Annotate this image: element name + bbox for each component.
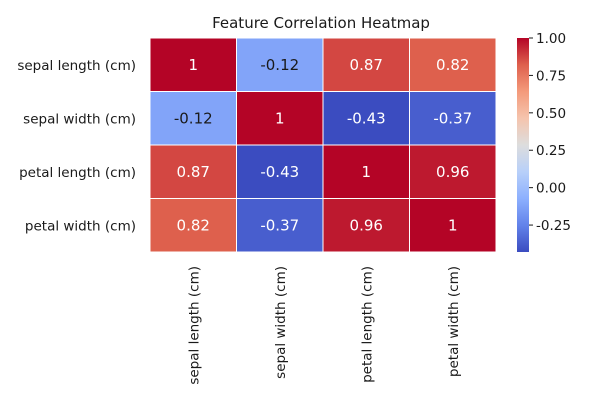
- heatmap-cell: [409, 91, 497, 146]
- heatmap-cell: [409, 198, 497, 253]
- heatmap-cell: [149, 198, 237, 253]
- y-axis-tick-labels: sepal length (cm) sepal width (cm) petal l…: [17, 58, 136, 235]
- cell-value-label: -0.12: [174, 109, 213, 127]
- colorbar-tick-label: 1.00: [536, 31, 566, 47]
- y-tick-label: petal length (cm): [19, 165, 136, 181]
- x-tick-label: sepal length (cm): [186, 266, 202, 385]
- cell-value-label: 0.96: [350, 216, 383, 234]
- cell-value-label: -0.12: [260, 56, 299, 74]
- x-tick-label: sepal width (cm): [273, 266, 289, 379]
- heatmap-cell: [409, 37, 497, 92]
- colorbar-tick-label: 0.25: [536, 143, 566, 159]
- heatmap-cells: 1 -0.12 0.87 0.82 -0.12 1 -0.43 -0.37 0.87 -0.43 1…: [149, 37, 497, 253]
- colorbar: 1.00 0.75 0.50 0.25 0.00 -0.25: [517, 31, 571, 252]
- y-tick-label: sepal width (cm): [23, 111, 136, 127]
- x-tick-label: petal length (cm): [359, 266, 375, 383]
- colorbar-gradient: [517, 38, 529, 252]
- cell-value-label: 0.82: [436, 56, 469, 74]
- cell-value-label: -0.37: [433, 109, 472, 127]
- heatmap-cell: [149, 37, 237, 92]
- y-tick-label: sepal length (cm): [17, 58, 136, 74]
- heatmap-cell: [236, 91, 324, 146]
- heatmap-cell: [236, 37, 324, 92]
- heatmap-cell: [236, 198, 324, 253]
- heatmap-cell: [236, 144, 324, 199]
- cell-value-label: 0.82: [177, 216, 210, 234]
- cell-value-label: -0.43: [347, 109, 386, 127]
- y-tick-label: petal width (cm): [25, 218, 136, 234]
- cell-value-label: 1: [188, 56, 198, 74]
- cell-value-label: 1: [448, 216, 458, 234]
- cell-value-label: 0.87: [177, 163, 210, 181]
- cell-value-label: 0.87: [350, 56, 383, 74]
- heatmap-cell: [322, 37, 410, 92]
- cell-value-label: -0.43: [260, 163, 299, 181]
- chart-title: Feature Correlation Heatmap: [212, 14, 430, 32]
- cell-value-label: -0.37: [260, 216, 299, 234]
- colorbar-tick-label: 0.00: [536, 181, 566, 197]
- cell-value-label: 1: [361, 163, 371, 181]
- cell-value-label: 0.96: [436, 163, 469, 181]
- colorbar-tick-label: 0.50: [536, 106, 566, 122]
- colorbar-tick-label: 0.75: [536, 68, 566, 84]
- x-tick-label: petal width (cm): [446, 266, 462, 377]
- colorbar-tick-label: -0.25: [536, 218, 571, 234]
- x-axis-tick-labels: sepal length (cm) sepal width (cm) petal l…: [186, 266, 462, 385]
- heatmap-cell: [409, 144, 497, 199]
- cell-value-label: 1: [275, 109, 285, 127]
